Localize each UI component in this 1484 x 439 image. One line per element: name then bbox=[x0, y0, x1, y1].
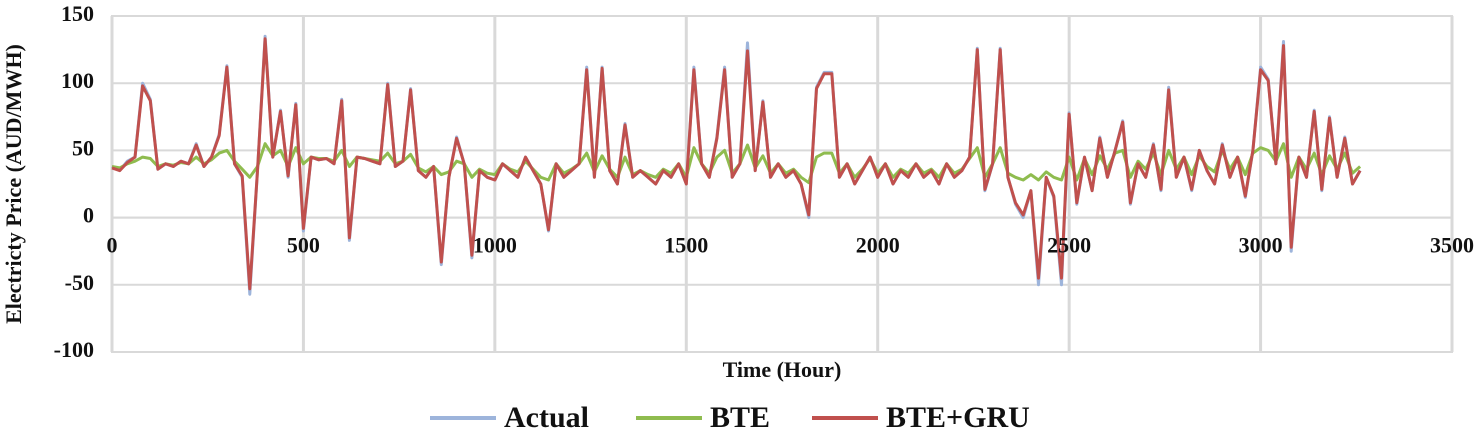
y-tick-label: 0 bbox=[83, 203, 94, 228]
y-tick-label: -50 bbox=[65, 270, 94, 295]
x-tick-label: 3000 bbox=[1239, 233, 1283, 258]
x-tick-label: 1000 bbox=[473, 233, 517, 258]
y-tick-label: 150 bbox=[61, 1, 94, 26]
x-tick-label: 3500 bbox=[1430, 233, 1474, 258]
x-axis-title: Time (Hour) bbox=[723, 357, 842, 382]
x-tick-label: 1500 bbox=[664, 233, 708, 258]
y-tick-label: 50 bbox=[72, 135, 94, 160]
y-tick-label: 100 bbox=[61, 68, 94, 93]
series-line bbox=[111, 37, 1362, 291]
plot-frame bbox=[111, 15, 1453, 353]
x-tick-label: 0 bbox=[107, 233, 118, 258]
x-tick-label: 2500 bbox=[1047, 233, 1091, 258]
x-tick-label: 2000 bbox=[856, 233, 900, 258]
legend-label: BTE bbox=[710, 401, 770, 434]
legend-label: BTE+GRU bbox=[886, 401, 1030, 434]
y-axis-title: Electricty Price (AUD/MWH) bbox=[1, 44, 26, 324]
y-tick-label: -100 bbox=[54, 337, 94, 362]
x-tick-label: 500 bbox=[287, 233, 320, 258]
legend-label: Actual bbox=[504, 401, 589, 434]
